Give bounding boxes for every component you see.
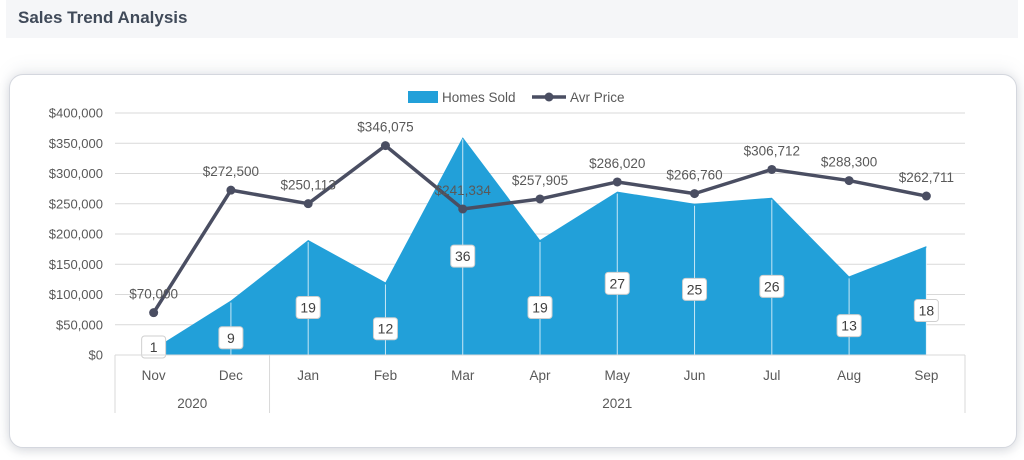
sales-trend-chart: $0 $50,000 $100,000 $150,000 $200,000 $250,00… (49, 90, 966, 413)
avr-price-point (149, 308, 159, 318)
avr-price-point (535, 194, 545, 204)
avr-price-point (458, 204, 468, 214)
homes-sold-data-label: 18 (913, 299, 939, 323)
y-tick-label: $0 (89, 348, 103, 363)
x-tick-label: Apr (529, 368, 551, 383)
legend-label-homes-sold: Homes Sold (442, 90, 516, 105)
data-label-box (295, 296, 321, 320)
y-tick-label: $350,000 (49, 136, 103, 151)
homes-sold-data-label: 27 (604, 271, 630, 295)
avr-price-data-label: $241,334 (435, 183, 492, 198)
avr-price-data-label: $288,300 (821, 155, 877, 170)
x-group-label: 2021 (602, 396, 632, 411)
y-tick-label: $300,000 (49, 166, 103, 181)
data-label-box (836, 314, 862, 338)
x-tick-label: Jan (297, 368, 319, 383)
legend-label-avr-price: Avr Price (570, 90, 625, 105)
chart-card: $0 $50,000 $100,000 $150,000 $200,000 $250,00… (9, 74, 1017, 448)
data-label-box (527, 296, 553, 320)
data-label-box (372, 317, 398, 341)
legend-marker-avr-price (544, 92, 554, 102)
data-label-box (141, 335, 167, 359)
homes-sold-data-label: 25 (682, 277, 708, 301)
data-label-text: 27 (609, 275, 625, 291)
y-tick-label: $400,000 (49, 106, 103, 121)
data-label-text: 36 (455, 248, 471, 264)
y-tick-label: $250,000 (49, 196, 103, 211)
data-label-text: 25 (687, 281, 703, 297)
avr-price-point (844, 176, 854, 186)
y-tick-label: $50,000 (56, 317, 103, 332)
avr-price-data-label: $266,760 (666, 168, 722, 183)
homes-sold-data-label: 19 (295, 296, 321, 320)
homes-sold-data-label: 9 (218, 326, 244, 350)
data-label-text: 19 (300, 300, 316, 316)
avr-price-data-label: $286,020 (589, 156, 645, 171)
avr-price-point (690, 189, 700, 199)
homes-sold-data-label: 26 (759, 274, 785, 298)
homes-sold-data-label: 13 (836, 314, 862, 338)
avr-price-point (380, 141, 390, 151)
x-tick-label: Mar (451, 368, 475, 383)
x-tick-label: Dec (219, 368, 243, 383)
avr-price-point (303, 199, 313, 209)
avr-price-point (612, 177, 622, 187)
legend-swatch-homes-sold (408, 91, 438, 103)
x-tick-label: Jun (684, 368, 706, 383)
avr-price-data-label: $250,113 (281, 178, 336, 193)
data-label-box (682, 277, 708, 301)
data-label-box (913, 299, 939, 323)
x-tick-label: Feb (374, 368, 397, 383)
x-tick-label: Nov (142, 368, 166, 383)
avr-price-point (921, 191, 931, 201)
x-tick-label: Sep (914, 368, 938, 383)
data-label-box (218, 326, 244, 350)
data-label-text: 19 (532, 300, 548, 316)
homes-sold-data-label: 12 (372, 317, 398, 341)
data-label-text: 26 (764, 278, 780, 294)
avr-price-data-label: $257,905 (512, 173, 568, 188)
x-tick-label: Jul (763, 368, 780, 383)
y-tick-label: $200,000 (49, 227, 103, 242)
data-label-text: 13 (841, 318, 857, 334)
data-label-text: 1 (150, 339, 158, 355)
avr-price-point (767, 164, 777, 174)
avr-price-point (226, 185, 236, 195)
avr-price-data-label: $346,075 (357, 120, 413, 135)
page-title: Sales Trend Analysis (18, 8, 188, 27)
x-group-label: 2020 (177, 396, 207, 411)
avr-price-data-label: $262,711 (899, 170, 954, 185)
y-tick-label: $100,000 (49, 287, 103, 302)
legend: Homes Sold Avr Price (408, 90, 625, 105)
x-tick-label: Aug (837, 368, 861, 383)
homes-sold-data-label: 1 (141, 335, 167, 359)
x-tick-label: May (605, 368, 631, 383)
data-label-text: 9 (227, 330, 235, 346)
avr-price-data-label: $272,500 (203, 164, 259, 179)
data-label-box (759, 274, 785, 298)
data-label-box (604, 271, 630, 295)
avr-price-data-label: $70,000 (129, 287, 178, 302)
data-label-text: 12 (378, 321, 394, 337)
homes-sold-data-label: 19 (527, 296, 553, 320)
data-label-box (450, 244, 476, 268)
homes-sold-data-label: 36 (450, 244, 476, 268)
y-tick-label: $150,000 (49, 257, 103, 272)
header-bar: Sales Trend Analysis (6, 0, 1018, 38)
data-label-text: 18 (919, 303, 935, 319)
avr-price-data-label: $306,712 (744, 143, 800, 158)
